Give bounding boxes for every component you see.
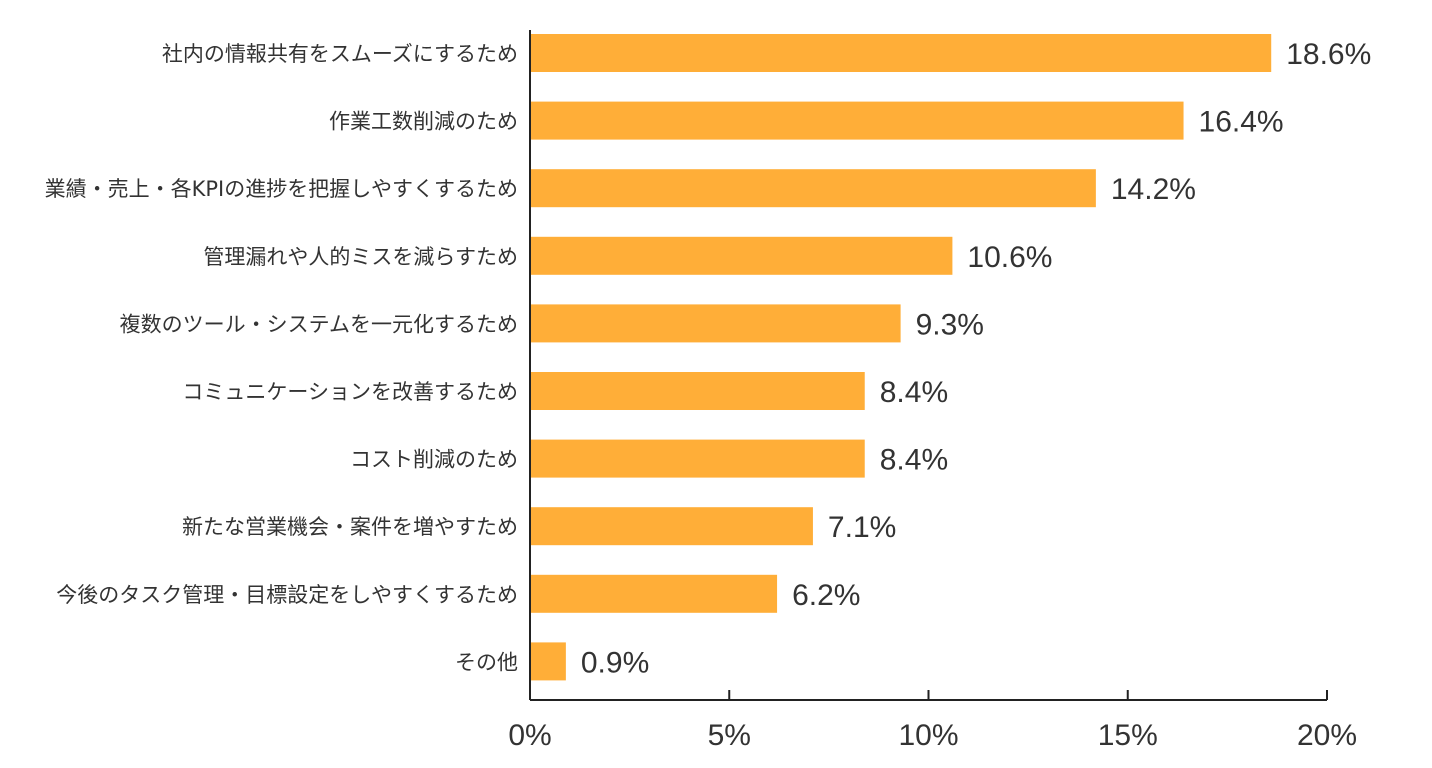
category-label-1: 社内の情報共有をスムーズにするため bbox=[162, 42, 518, 66]
category-label-3: 業績・売上・各KPIの進捗を把握しやすくするため bbox=[45, 177, 518, 201]
bar-10 bbox=[530, 642, 566, 681]
value-label-10: 0.9% bbox=[581, 646, 649, 679]
category-label-9: 今後のタスク管理・目標設定をしやすくするため bbox=[56, 583, 518, 607]
x-axis: 0% 5% 10% 15% 20% bbox=[508, 30, 1357, 752]
category-label-8: 新たな営業機会・案件を増やすため bbox=[182, 515, 518, 539]
category-label-4: 管理漏れや人的ミスを減らすため bbox=[203, 245, 518, 269]
bar-4 bbox=[530, 236, 953, 275]
value-label-4: 10.6% bbox=[967, 241, 1052, 274]
bar-9 bbox=[530, 574, 778, 613]
category-label-6: コミュニケーションを改善するため bbox=[182, 380, 518, 404]
bar-6 bbox=[530, 372, 865, 410]
category-label-5: 複数のツール・システムを一元化するため bbox=[120, 312, 518, 336]
x-tick-label-5: 20% bbox=[1297, 719, 1357, 752]
category-label-7: コスト削減のため bbox=[350, 448, 518, 472]
x-tick-label-2: 5% bbox=[708, 719, 751, 752]
value-label-7: 8.4% bbox=[880, 444, 948, 477]
bars-layer bbox=[530, 34, 1272, 681]
value-label-5: 9.3% bbox=[916, 308, 984, 341]
bar-3 bbox=[530, 169, 1096, 208]
x-tick-label-3: 10% bbox=[898, 719, 958, 752]
category-label-10: その他 bbox=[455, 650, 518, 674]
value-label-2: 16.4% bbox=[1199, 106, 1284, 139]
value-label-3: 14.2% bbox=[1111, 173, 1196, 206]
value-label-8: 7.1% bbox=[828, 511, 896, 544]
value-label-6: 8.4% bbox=[880, 376, 948, 409]
x-tick-label-4: 15% bbox=[1098, 719, 1158, 752]
bar-7 bbox=[530, 439, 865, 478]
labels-layer: 社内の情報共有をスムーズにするため 18.6% 作業工数削減のため 16.4% 業績・売… bbox=[45, 38, 1372, 679]
value-label-9: 6.2% bbox=[792, 579, 860, 612]
bar-5 bbox=[530, 304, 901, 343]
bar-8 bbox=[530, 507, 813, 546]
bar-1 bbox=[530, 34, 1272, 72]
category-label-2: 作業工数削減のため bbox=[329, 110, 518, 134]
bar-2 bbox=[530, 101, 1184, 140]
x-tick-label-1: 0% bbox=[508, 719, 551, 752]
value-label-1: 18.6% bbox=[1286, 38, 1371, 71]
